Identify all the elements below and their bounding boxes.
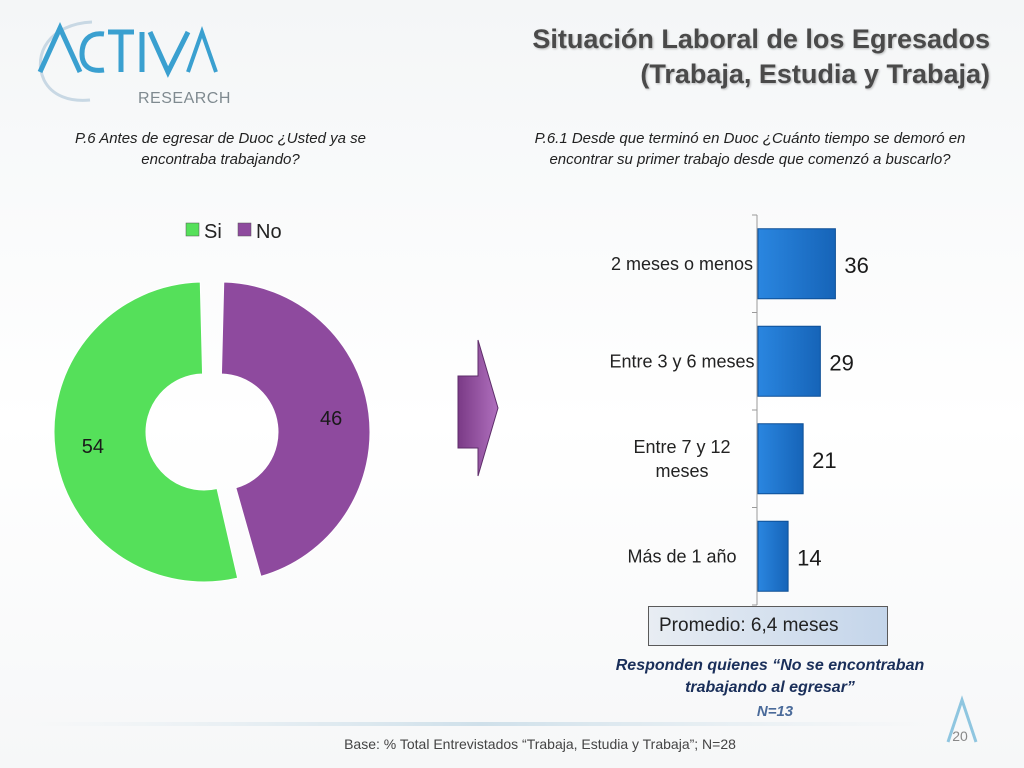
bar-2: [757, 325, 821, 397]
donut-label-no: 46: [320, 408, 342, 430]
responden-note: Responden quienes “No se encontraban tra…: [615, 657, 925, 696]
title-line-2: (Trabaja, Estudia y Trabaja): [640, 59, 990, 89]
footer-divider: [30, 722, 930, 726]
legend-label-no: No: [256, 221, 282, 243]
question-left: P.6 Antes de egresar de Duoc ¿Usted ya s…: [75, 130, 366, 168]
page-title: Situación Laboral de los Egresados (Trab…: [470, 22, 990, 92]
donut-slice-no: [220, 281, 371, 577]
legend-swatch-no: [237, 222, 252, 237]
bar-category-label: 2 meses o menos: [611, 254, 753, 274]
bar-4: [757, 520, 789, 592]
base-footnote: Base: % Total Entrevistados “Trabaja, Es…: [344, 736, 736, 752]
bar-3: [757, 423, 804, 495]
activa-research-logo: RESEARCH: [30, 14, 230, 114]
bar-value-label: 29: [829, 350, 853, 375]
footer-logo-icon: [946, 695, 978, 743]
question-right: P.6.1 Desde que terminó en Duoc ¿Cuánto …: [534, 130, 966, 168]
bar-category-label: Entre 7 y 12 meses: [633, 437, 730, 481]
bar-category-label: Entre 3 y 6 meses: [609, 351, 754, 371]
page-number: 20: [952, 728, 968, 744]
legend-swatch-si: [185, 222, 200, 237]
bar-category-label: Más de 1 año: [627, 546, 736, 566]
promedio-box: Promedio: 6,4 meses: [648, 606, 888, 646]
legend-label-si: Si: [204, 221, 222, 243]
donut-slice-si: [53, 281, 239, 583]
activa-logo-mark: [37, 20, 218, 102]
bar-value-label: 21: [812, 448, 836, 473]
logo-wordmark: RESEARCH: [138, 90, 231, 107]
arrow-right-icon: [457, 339, 499, 477]
donut-label-si: 54: [82, 436, 104, 458]
bar-value-label: 36: [844, 253, 868, 278]
bar-1: [757, 228, 836, 300]
sample-size-note: N=13: [756, 703, 794, 720]
bar-value-label: 14: [797, 545, 821, 570]
title-line-1: Situación Laboral de los Egresados: [532, 24, 990, 54]
